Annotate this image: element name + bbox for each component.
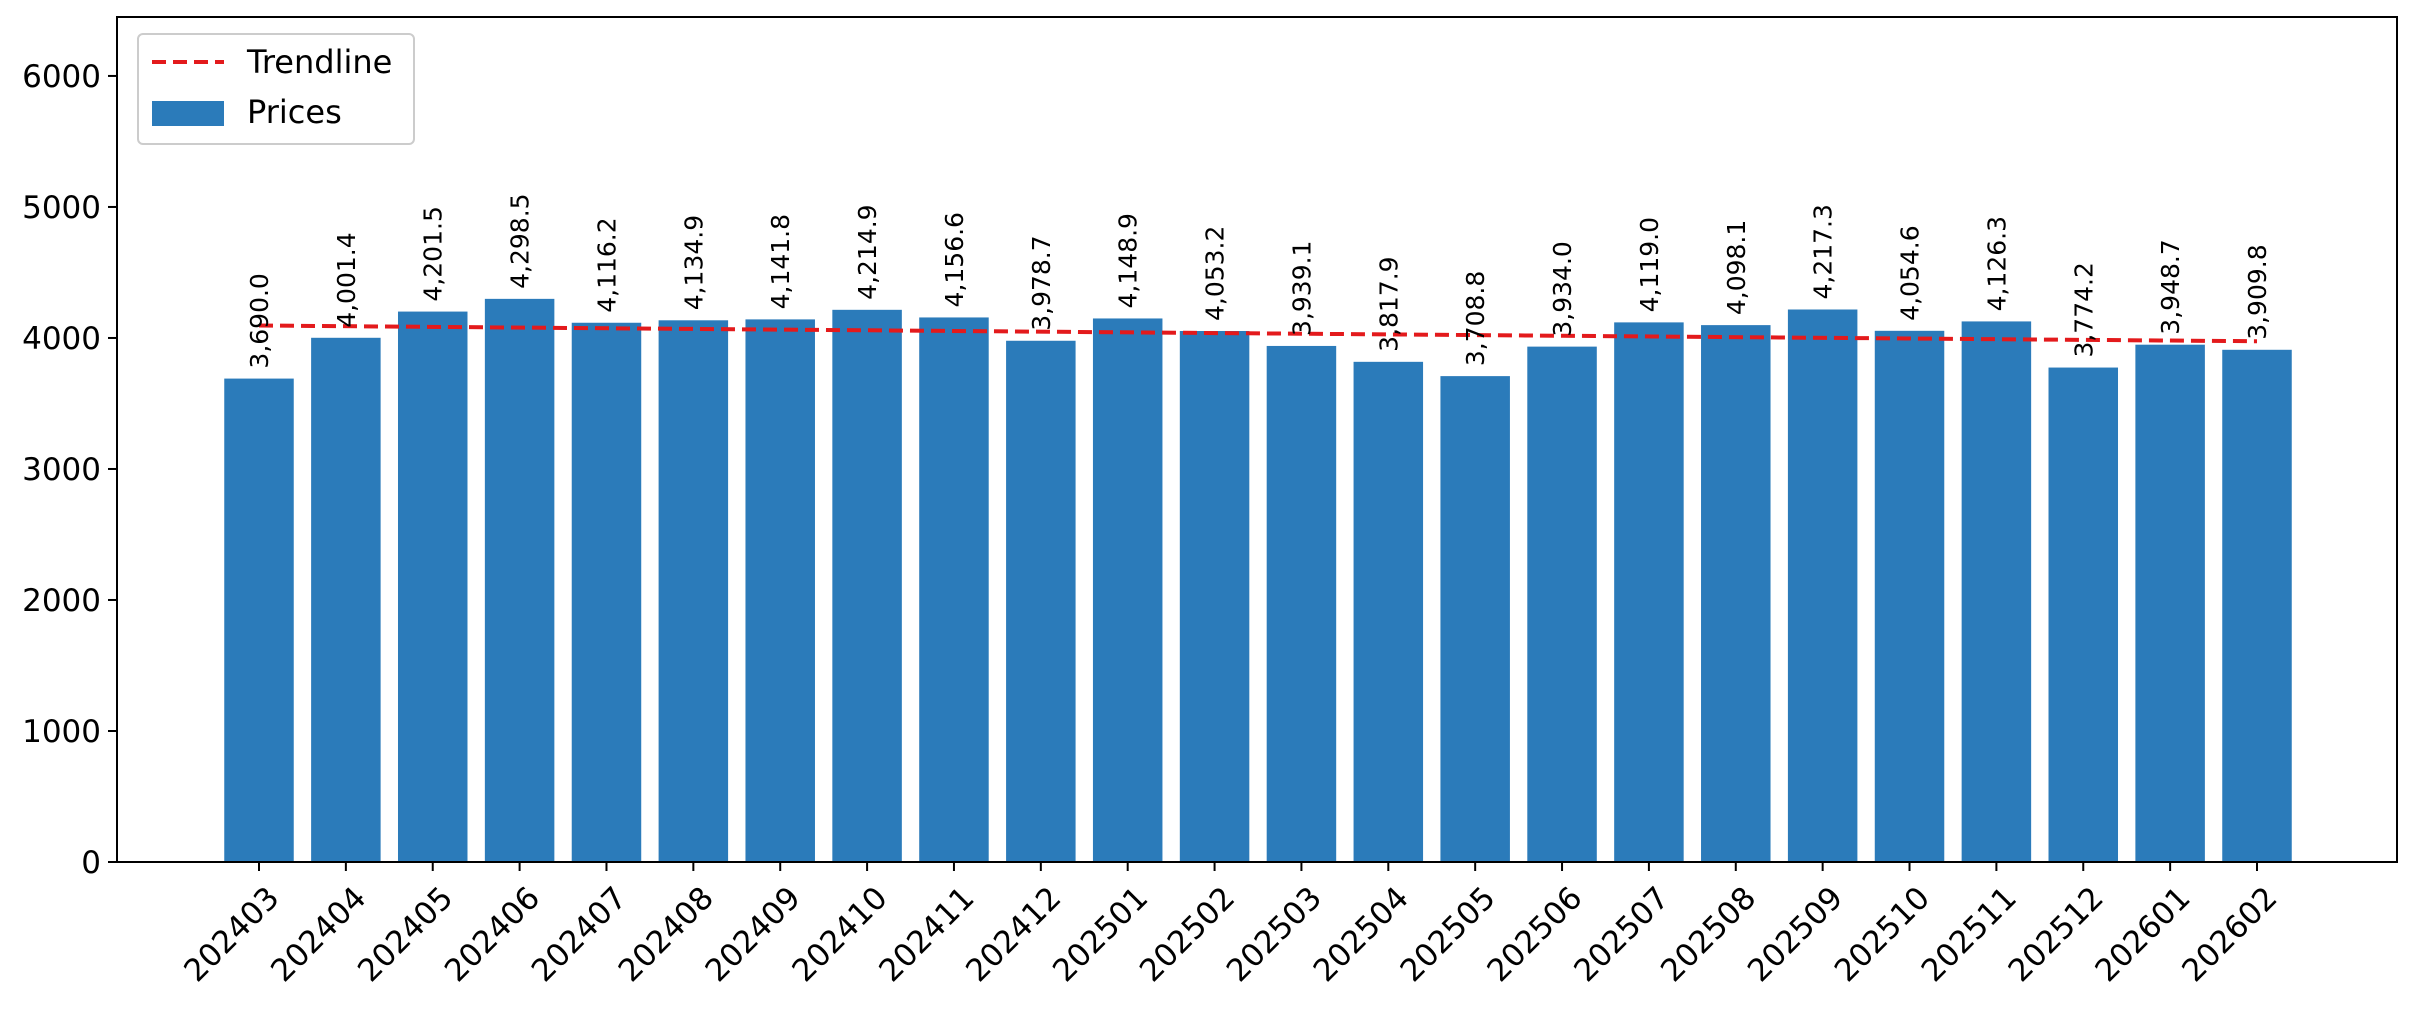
x-tick-label-202505: 202505 bbox=[1394, 880, 1503, 989]
data-label-202507: 4,119.0 bbox=[1635, 217, 1664, 312]
data-label-202408: 4,134.9 bbox=[679, 215, 708, 310]
legend-prices-swatch bbox=[152, 101, 224, 126]
bar-202506 bbox=[1527, 346, 1597, 862]
x-tick-label-202405: 202405 bbox=[351, 880, 460, 989]
data-label-202410: 4,214.9 bbox=[853, 204, 882, 299]
data-label-202412: 3,978.7 bbox=[1027, 235, 1056, 330]
data-label-202508: 4,098.1 bbox=[1722, 220, 1751, 315]
x-tick-label-202409: 202409 bbox=[699, 880, 808, 989]
x-tick-label-202509: 202509 bbox=[1741, 880, 1850, 989]
data-label-202504: 3,817.9 bbox=[1374, 256, 1403, 351]
bar-202410 bbox=[832, 309, 902, 862]
legend-label-prices: Prices bbox=[247, 93, 342, 131]
y-tick-label-4000: 4000 bbox=[22, 321, 101, 357]
x-tick-label-202511: 202511 bbox=[1915, 880, 2024, 989]
x-tick-label-202602: 202602 bbox=[2175, 880, 2284, 989]
data-label-202403: 3,690.0 bbox=[245, 273, 274, 368]
data-label-202509: 4,217.3 bbox=[1809, 204, 1838, 299]
data-label-202505: 3,708.8 bbox=[1461, 271, 1490, 366]
x-tick-label-202508: 202508 bbox=[1654, 880, 1763, 989]
bar-202504 bbox=[1353, 361, 1424, 862]
x-tick-label-202411: 202411 bbox=[872, 880, 981, 989]
data-labels-layer: 3,690.0 4,001.4 4,201.5 4,298.5 4,116.2 4,134… bbox=[245, 193, 2272, 368]
trendline bbox=[258, 323, 2258, 344]
bar-202406 bbox=[484, 298, 555, 862]
bar-202501 bbox=[1092, 318, 1163, 863]
data-label-202409: 4,141.8 bbox=[766, 214, 795, 309]
x-tick-label-202510: 202510 bbox=[1828, 880, 1937, 989]
legend: Trendline Prices bbox=[137, 33, 415, 145]
data-label-202510: 4,054.6 bbox=[1896, 225, 1925, 320]
legend-label-trendline: Trendline bbox=[246, 43, 392, 81]
data-label-202406: 4,298.5 bbox=[506, 193, 535, 288]
bar-202407 bbox=[571, 322, 642, 862]
x-tick-label-202507: 202507 bbox=[1567, 880, 1676, 989]
x-tick-label-202512: 202512 bbox=[2002, 880, 2111, 989]
bar-202408 bbox=[658, 320, 729, 862]
y-axis: 0 1000 2000 3000 4000 5000 6000 bbox=[22, 59, 117, 881]
bar-202404 bbox=[311, 337, 381, 862]
x-axis: 2024032024042024052024062024072024082024… bbox=[177, 862, 2285, 989]
trendline-layer bbox=[258, 323, 2258, 344]
data-label-202407: 4,116.2 bbox=[592, 217, 621, 312]
bar-202412 bbox=[1006, 340, 1076, 862]
data-label-202601: 3,948.7 bbox=[2156, 239, 2185, 334]
data-label-202502: 4,053.2 bbox=[1201, 226, 1230, 321]
bar-202409 bbox=[745, 319, 815, 862]
x-tick-label-202503: 202503 bbox=[1220, 880, 1329, 989]
x-tick-label-202407: 202407 bbox=[525, 880, 634, 989]
data-label-202511: 4,126.3 bbox=[1982, 216, 2011, 311]
plot-frame bbox=[116, 16, 2398, 863]
x-tick-label-202502: 202502 bbox=[1133, 880, 1242, 989]
bar-202508 bbox=[1701, 325, 1771, 862]
x-tick-label-202403: 202403 bbox=[177, 880, 286, 989]
data-label-202405: 4,201.5 bbox=[419, 206, 448, 301]
bar-202411 bbox=[919, 317, 989, 862]
bar-202403 bbox=[224, 378, 294, 862]
bar-202601 bbox=[2135, 344, 2205, 862]
data-label-202501: 4,148.9 bbox=[1114, 213, 1143, 308]
bar-202512 bbox=[2048, 367, 2119, 862]
y-tick-label-0: 0 bbox=[81, 845, 101, 881]
y-tick-label-5000: 5000 bbox=[22, 190, 101, 226]
y-tick-label-2000: 2000 bbox=[22, 583, 101, 619]
bar-202602 bbox=[2222, 349, 2292, 862]
x-tick-label-202406: 202406 bbox=[438, 880, 547, 989]
x-tick-label-202410: 202410 bbox=[785, 880, 894, 989]
bar-202503 bbox=[1266, 345, 1337, 862]
x-tick-label-202501: 202501 bbox=[1046, 880, 1155, 989]
bar-202507 bbox=[1614, 322, 1684, 862]
y-tick-label-1000: 1000 bbox=[22, 714, 101, 750]
bar-202505 bbox=[1440, 376, 1510, 862]
bar-202509 bbox=[1787, 309, 1858, 862]
y-tick-label-3000: 3000 bbox=[22, 452, 101, 488]
data-label-202404: 4,001.4 bbox=[332, 232, 361, 327]
data-label-202602: 3,909.8 bbox=[2243, 244, 2272, 339]
bar-202405 bbox=[397, 311, 468, 862]
x-tick-label-202404: 202404 bbox=[264, 880, 373, 989]
x-tick-label-202408: 202408 bbox=[612, 880, 721, 989]
data-label-202411: 4,156.6 bbox=[940, 212, 969, 307]
x-tick-label-202601: 202601 bbox=[2088, 880, 2197, 989]
bar-202510 bbox=[1874, 330, 1945, 862]
data-label-202506: 3,934.0 bbox=[1548, 241, 1577, 336]
bar-202511 bbox=[1961, 321, 2032, 862]
x-tick-label-202412: 202412 bbox=[959, 880, 1068, 989]
y-tick-label-6000: 6000 bbox=[22, 59, 101, 95]
data-label-202512: 3,774.2 bbox=[2069, 262, 2098, 357]
bars-layer bbox=[224, 298, 2292, 863]
x-tick-label-202504: 202504 bbox=[1307, 880, 1416, 989]
data-label-202503: 3,939.1 bbox=[1287, 241, 1316, 336]
x-tick-label-202506: 202506 bbox=[1480, 880, 1589, 989]
bar-202502 bbox=[1179, 331, 1250, 862]
